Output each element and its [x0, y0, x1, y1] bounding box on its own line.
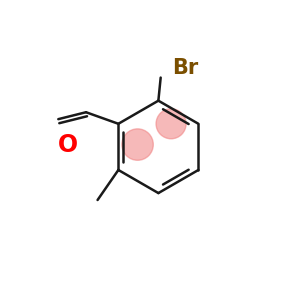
Text: Br: Br: [172, 58, 198, 78]
Circle shape: [156, 109, 186, 139]
Text: O: O: [58, 133, 78, 157]
Circle shape: [122, 129, 153, 160]
